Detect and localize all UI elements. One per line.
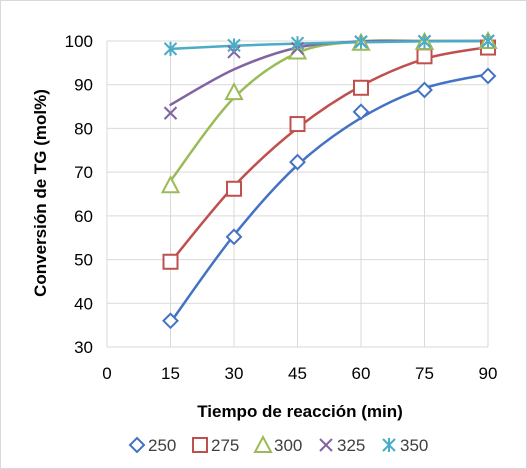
x-tick-label: 90 — [479, 364, 498, 383]
data-point-275 — [289, 116, 306, 133]
trend-lines — [169, 39, 490, 324]
y-tick-label: 50 — [74, 251, 93, 270]
x-tick-label: 45 — [288, 364, 307, 383]
legend-marker-300 — [253, 434, 273, 453]
legend-marker-275 — [192, 437, 208, 453]
x-tick-label: 60 — [352, 364, 371, 383]
data-point-350 — [417, 34, 432, 49]
legend: 250 275 300 325 350 — [128, 434, 428, 455]
data-point-325 — [163, 106, 178, 120]
x-axis-title: Tiempo de reacción (min) — [197, 402, 403, 421]
data-point-275 — [353, 79, 369, 96]
legend-item-275: 275 — [192, 436, 239, 455]
y-tick-label: 70 — [74, 163, 93, 182]
y-tick-label: 40 — [74, 294, 93, 313]
data-point-300 — [160, 175, 181, 194]
data-point-350 — [227, 38, 241, 53]
data-point-350 — [163, 41, 178, 56]
legend-label-300: 300 — [274, 436, 302, 455]
data-point-350 — [290, 36, 305, 51]
data-point-250 — [416, 81, 433, 99]
legend-label-275: 275 — [211, 436, 239, 455]
legend-marker-250 — [128, 436, 146, 454]
tick-labels: 30 40 50 60 70 80 90 100 0 15 30 45 60 75 90 — [65, 32, 498, 383]
y-tick-label: 90 — [74, 76, 93, 95]
trend-line-300 — [169, 39, 490, 183]
data-point-250 — [162, 312, 179, 330]
y-tick-label: 30 — [74, 338, 93, 357]
data-points — [160, 30, 498, 330]
legend-marker-325 — [319, 438, 333, 452]
legend-marker-350 — [382, 438, 396, 452]
data-point-275 — [162, 253, 179, 270]
y-tick-label: 60 — [74, 207, 93, 226]
legend-label-350: 350 — [400, 436, 428, 455]
data-point-300 — [224, 82, 244, 101]
x-tick-label: 0 — [102, 364, 111, 383]
x-tick-label: 15 — [161, 364, 180, 383]
legend-item-250: 250 — [128, 436, 176, 455]
trend-line-275 — [169, 45, 490, 264]
data-point-350 — [481, 34, 495, 48]
legend-item-325: 325 — [319, 436, 365, 455]
data-point-250 — [225, 228, 243, 246]
y-tick-label: 100 — [65, 32, 93, 51]
data-point-275 — [226, 180, 242, 197]
trend-line-325 — [169, 39, 490, 107]
legend-label-250: 250 — [148, 436, 176, 455]
data-point-250 — [289, 153, 306, 171]
y-axis-title: Conversión de TG (mol%) — [31, 89, 50, 297]
data-point-250 — [479, 67, 497, 85]
legend-item-300: 300 — [253, 434, 302, 455]
trend-line-250 — [169, 72, 490, 324]
data-point-275 — [416, 48, 433, 65]
y-tick-label: 80 — [74, 119, 93, 138]
legend-label-325: 325 — [337, 436, 365, 455]
legend-item-350: 350 — [382, 436, 428, 455]
x-tick-label: 75 — [415, 364, 434, 383]
x-tick-label: 30 — [225, 364, 244, 383]
data-point-300 — [287, 41, 308, 60]
data-point-250 — [352, 103, 370, 121]
data-point-350 — [354, 34, 368, 49]
